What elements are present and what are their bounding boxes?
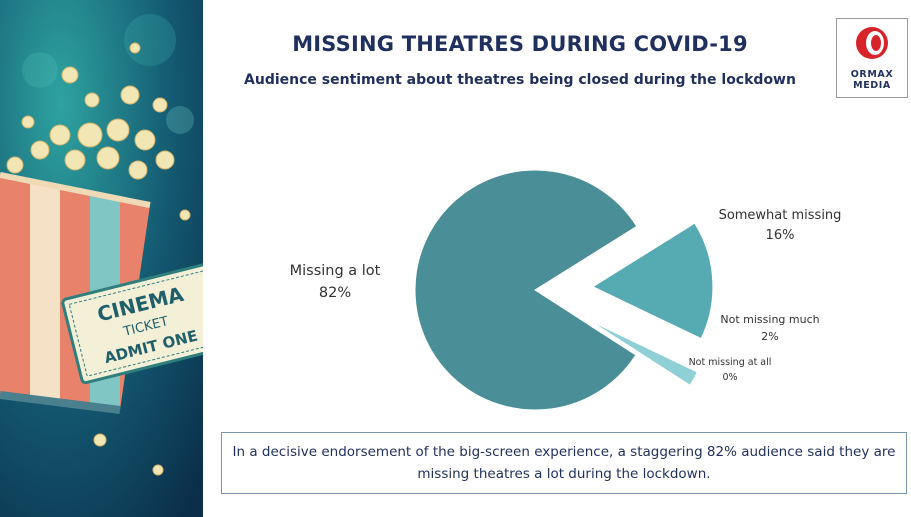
label-somewhat-missing-value: 16%	[765, 228, 795, 243]
label-somewhat-missing: Somewhat missing 16%	[715, 206, 845, 246]
pie-chart-svg	[414, 169, 714, 411]
logo-text-line2: MEDIA	[853, 80, 891, 91]
label-missing-a-lot-name: Missing a lot	[289, 263, 381, 279]
popcorn-icon	[6, 42, 191, 476]
cinema-illustration: CINEMA TICKET ADMIT ONE	[0, 0, 203, 517]
pie-slice-somewhat-missing	[591, 222, 714, 340]
page-subtitle: Audience sentiment about theatres being …	[244, 72, 796, 88]
label-not-missing-much-value: 2%	[761, 330, 779, 343]
pie-slice-missing-a-lot	[414, 169, 638, 411]
label-not-missing-much-name: Not missing much	[720, 313, 820, 326]
ormax-logo-icon	[856, 27, 888, 59]
ormax-logo: ORMAX MEDIA	[836, 18, 908, 98]
logo-text-line1: ORMAX	[850, 69, 894, 80]
summary-box: In a decisive endorsement of the big-scr…	[221, 432, 907, 494]
pie-chart: Missing a lot 82% Somewhat missing 16% N…	[210, 110, 910, 430]
label-somewhat-missing-name: Somewhat missing	[718, 208, 842, 223]
label-missing-a-lot-value: 82%	[318, 285, 352, 301]
label-not-missing-at-all-name: Not missing at all	[688, 357, 772, 368]
label-missing-a-lot: Missing a lot 82%	[280, 260, 390, 304]
pie-slice-not-missing-much	[588, 319, 699, 386]
label-not-missing-at-all-value: 0%	[722, 372, 738, 383]
label-not-missing-at-all: Not missing at all 0%	[670, 355, 790, 385]
pie-slice-not-missing-at-all	[588, 324, 690, 391]
label-not-missing-much: Not missing much 2%	[715, 311, 825, 345]
page-title: MISSING THEATRES DURING COVID-19	[292, 32, 748, 56]
cinema-ticket-icon: CINEMA TICKET ADMIT ONE	[61, 263, 203, 385]
